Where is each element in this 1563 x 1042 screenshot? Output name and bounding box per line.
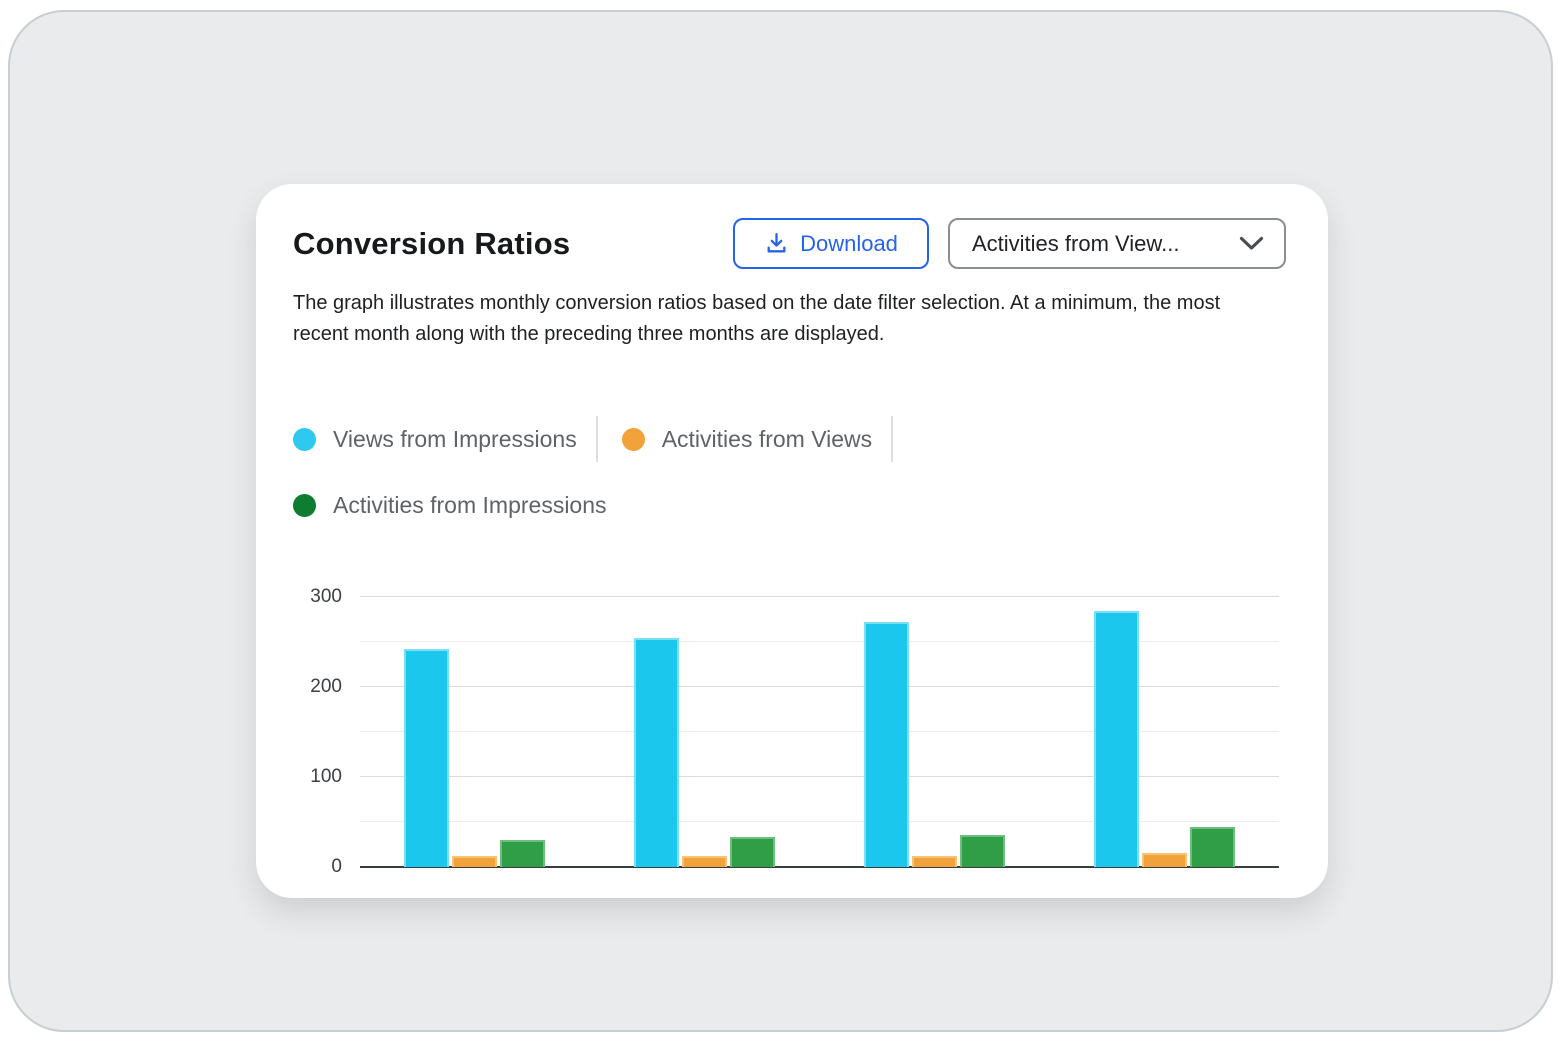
gridline-300 (360, 596, 1279, 597)
bar-activities-from-impressions (1189, 826, 1235, 867)
chevron-down-icon (1239, 236, 1264, 250)
download-button-label: Download (800, 230, 898, 256)
gridline-150 (360, 731, 1279, 732)
bar-activities-from-views (911, 856, 957, 867)
gridline-200 (360, 686, 1279, 687)
card-title: Conversion Ratios (293, 226, 571, 261)
bar-group-4 (1049, 597, 1279, 867)
gridline-250 (360, 641, 1279, 642)
page-background: Conversion Ratios Download Activities fr… (8, 10, 1553, 1032)
legend-divider (891, 416, 894, 462)
legend-label: Activities from Impressions (333, 491, 607, 518)
bar-activities-from-impressions (959, 834, 1005, 867)
y-axis-tick-label-200: 200 (310, 676, 342, 697)
bar-views-from-impressions (404, 649, 450, 867)
bar-group-1 (360, 597, 590, 867)
legend-dot-icon (621, 427, 645, 451)
legend-item-activities-from-impressions: Activities from Impressions (293, 492, 607, 519)
chart-description: The graph illustrates monthly conversion… (293, 292, 1221, 345)
legend-item-views-from-impressions: Views from Impressions (293, 426, 577, 453)
legend-dot-icon (293, 427, 316, 451)
gridline-50 (360, 821, 1279, 822)
legend-item-activities-from-views: Activities from Views (621, 425, 873, 453)
bar-views-from-impressions (1093, 611, 1139, 867)
chart-legend-row-1: Views from Impressions Activities from Vi… (293, 416, 917, 462)
bar-group-2 (590, 597, 820, 867)
legend-label: Views from Impressions (333, 425, 577, 452)
x-axis-line (360, 866, 1279, 868)
download-icon (767, 232, 786, 253)
conversion-ratios-card: Conversion Ratios Download Activities fr… (256, 184, 1328, 898)
legend-divider (595, 416, 598, 462)
bar-group-3 (820, 597, 1050, 867)
gridline-100 (360, 776, 1279, 777)
bar-views-from-impressions (634, 637, 680, 867)
bar-activities-from-views (682, 856, 728, 867)
bar-views-from-impressions (863, 622, 909, 867)
legend-label: Activities from Views (661, 425, 873, 452)
y-axis-tick-label-0: 0 (331, 856, 342, 877)
y-axis-tick-label-300: 300 (310, 586, 342, 607)
bar-activities-from-impressions (730, 837, 776, 867)
bar-activities-from-views (1141, 852, 1187, 867)
bar-activities-from-impressions (500, 840, 546, 867)
chart-legend-row-2: Activities from Impressions (293, 482, 607, 528)
y-axis: 0 100 200 300 (280, 586, 342, 877)
legend-dot-icon (293, 493, 316, 517)
bar-activities-from-views (452, 856, 498, 867)
dropdown-selected-value: Activities from View... (972, 230, 1180, 256)
bar-chart-plot-area (360, 596, 1279, 868)
metric-filter-dropdown[interactable]: Activities from View... (948, 218, 1286, 269)
y-axis-tick-label-100: 100 (310, 766, 342, 787)
download-button[interactable]: Download (733, 218, 929, 269)
